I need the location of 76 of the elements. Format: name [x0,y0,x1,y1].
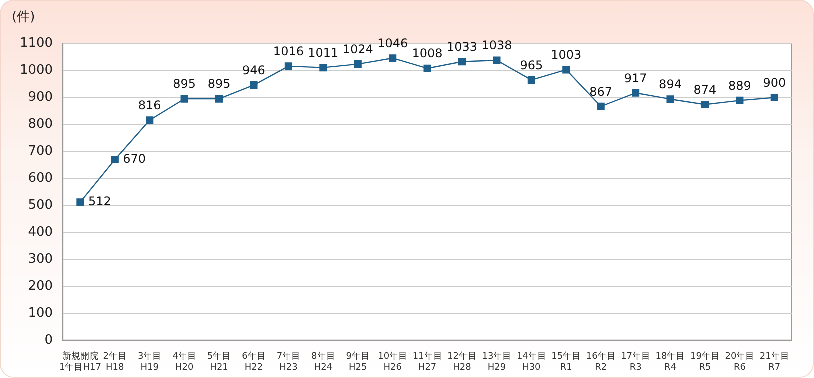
data-label: 867 [590,84,613,99]
x-tick-label: 6年目 H22 [242,351,266,373]
data-label: 1016 [273,44,304,59]
point [146,116,154,124]
data-label: 965 [520,58,544,72]
y-tick-label: 300 [28,252,54,267]
y-tick-label: 1100 [20,36,54,52]
point [632,89,640,97]
data-label: 1008 [412,46,443,61]
data-label: 946 [242,63,266,78]
data-label: 1003 [551,48,582,62]
point [597,102,605,110]
data-label: 1024 [342,42,374,56]
x-tick-label: 8年目 H24 [312,351,336,373]
x-tick-label: 10年目 H26 [378,351,408,373]
point [284,62,292,70]
y-tick-label: 200 [28,278,54,294]
data-label: 900 [763,76,786,90]
point [216,95,224,103]
data-label: 1038 [482,38,512,53]
x-tick-label: 5年目 H21 [207,351,232,373]
x-tick-label: 9年目 H25 [346,351,370,373]
y-tick-label: 1000 [20,63,54,78]
data-label: 895 [173,77,196,92]
point [354,60,362,68]
point [111,156,119,164]
x-tick-label: 16年目 R2 [586,351,616,373]
data-label: 1011 [308,46,339,60]
point [458,58,466,66]
x-tick-label: 7年目 H23 [276,351,301,373]
point [320,64,328,72]
point [528,76,536,84]
y-tick-label: 700 [28,144,54,160]
x-tick-label: 17年目 R3 [621,351,651,373]
data-label: 1033 [446,40,478,54]
data-label: 670 [123,152,146,166]
data-label: 874 [694,82,717,97]
data-label: 816 [138,98,162,112]
point [389,54,397,62]
y-axis-title: (件) [12,9,36,26]
point [493,56,501,64]
data-label: 1046 [378,36,408,50]
y-tick-label: 600 [28,170,54,186]
x-tick-label: 18年目 R4 [656,351,686,373]
y-tick-label: 500 [28,198,54,213]
point [666,96,674,104]
x-tick-label: 3年目 H19 [138,351,162,373]
y-tick-label: 400 [28,224,54,240]
point [180,95,188,103]
y-tick-label: 900 [28,90,54,106]
x-tick-label: 12年目 H28 [448,351,477,373]
point [562,66,570,74]
y-tick-label: 0 [44,332,54,348]
x-tick-label: 2年目 H18 [103,351,128,373]
point [701,100,710,109]
point [424,64,432,72]
point [250,82,258,90]
x-tick-label: 13年目 H29 [482,351,512,373]
x-tick-label: 11年目 H27 [412,351,442,373]
data-label: 512 [88,194,112,208]
data-label: 917 [624,71,648,86]
y-tick-label: 100 [28,306,54,321]
x-tick-label: 20年目 R6 [725,351,755,373]
data-label: 889 [728,78,752,93]
point [770,94,778,102]
data-label: 895 [208,77,231,92]
x-tick-label: 4年目 H20 [172,351,196,373]
x-tick-label: 21年目 R7 [760,351,790,373]
y-tick-label: 800 [28,117,54,132]
x-tick-label: 14年目 H30 [516,351,546,373]
x-tick-label: 15年目 R1 [552,351,582,373]
point [76,198,84,206]
point [736,96,744,104]
x-tick-label: 新規開院 1年目H17 [59,351,102,373]
data-label: 894 [659,77,682,92]
x-tick-label: 19年目 R5 [690,351,720,373]
